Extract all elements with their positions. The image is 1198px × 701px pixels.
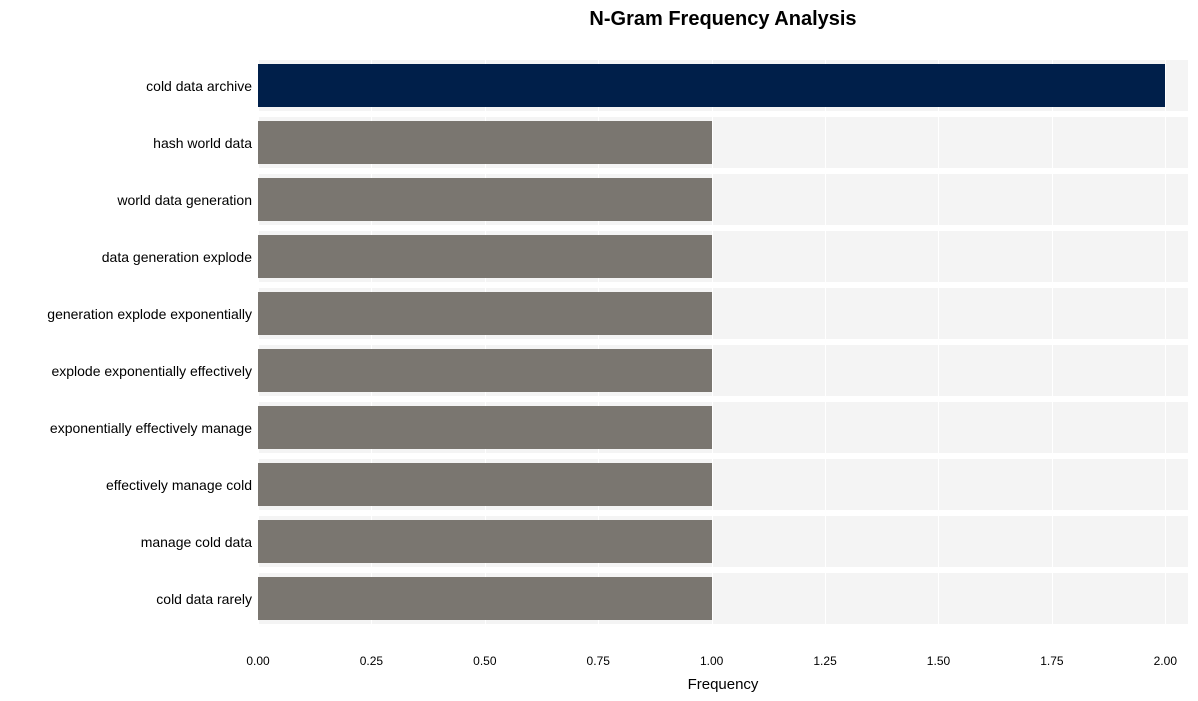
bar: [258, 121, 712, 164]
bar: [258, 577, 712, 620]
bar: [258, 235, 712, 278]
bar: [258, 520, 712, 563]
x-tick-label: 1.25: [813, 654, 836, 668]
grid-line: [938, 36, 939, 648]
x-tick-label: 0.00: [246, 654, 269, 668]
grid-line: [1052, 36, 1053, 648]
x-tick-label: 0.75: [587, 654, 610, 668]
y-axis-label: cold data rarely: [156, 591, 252, 607]
x-tick-label: 1.75: [1040, 654, 1063, 668]
bar: [258, 463, 712, 506]
bar: [258, 349, 712, 392]
grid-line: [1165, 36, 1166, 648]
bar: [258, 292, 712, 335]
bar: [258, 406, 712, 449]
chart-title: N-Gram Frequency Analysis: [258, 8, 1188, 31]
x-tick-label: 1.00: [700, 654, 723, 668]
bar: [258, 64, 1165, 107]
y-axis-label: data generation explode: [102, 249, 252, 265]
x-tick-label: 0.50: [473, 654, 496, 668]
x-tick-label: 2.00: [1154, 654, 1177, 668]
bar: [258, 178, 712, 221]
y-axis-label: effectively manage cold: [106, 477, 252, 493]
x-axis-title: Frequency: [258, 676, 1188, 693]
y-axis-label: hash world data: [153, 135, 252, 151]
grid-line: [825, 36, 826, 648]
plot-area: cold data archivehash world dataworld da…: [258, 36, 1188, 648]
y-axis-label: world data generation: [117, 192, 252, 208]
ngram-frequency-chart: N-Gram Frequency Analysis cold data arch…: [0, 0, 1198, 701]
y-axis-label: manage cold data: [141, 534, 252, 550]
x-tick-label: 0.25: [360, 654, 383, 668]
x-tick-label: 1.50: [927, 654, 950, 668]
y-axis-label: cold data archive: [146, 78, 252, 94]
y-axis-label: exponentially effectively manage: [50, 420, 252, 436]
grid-line: [712, 36, 713, 648]
y-axis-label: generation explode exponentially: [47, 306, 252, 322]
y-axis-label: explode exponentially effectively: [51, 363, 252, 379]
